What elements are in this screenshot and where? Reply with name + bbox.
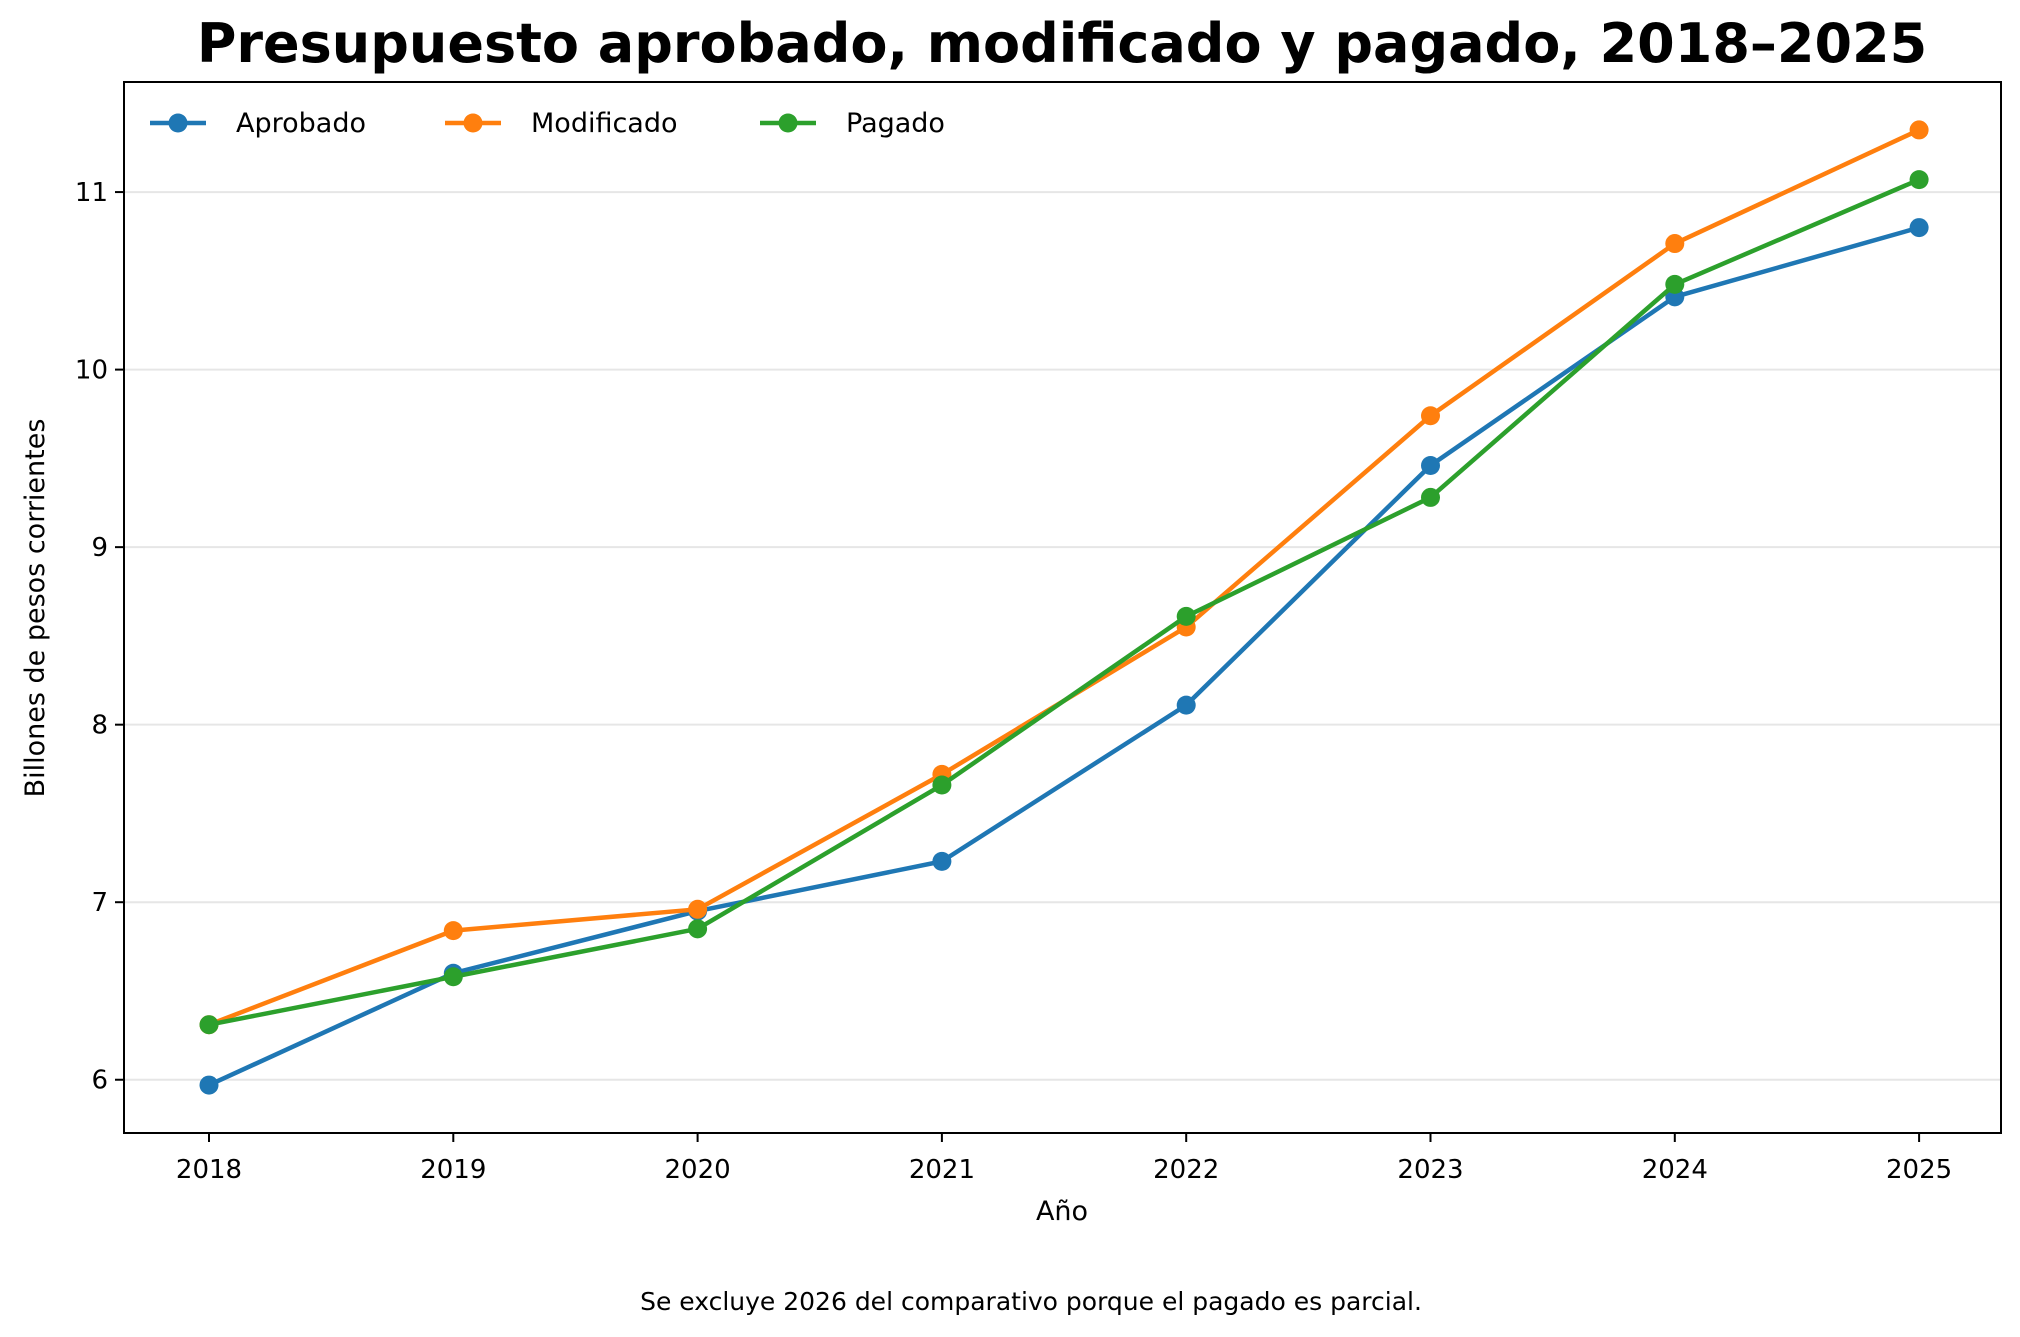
y-tick-label: 9 <box>91 533 108 563</box>
series-line-pagado <box>206 177 1922 1027</box>
footnote: Se excluye 2026 del comparativo porque e… <box>640 1287 1422 1316</box>
data-point-pagado-2018 <box>199 1015 219 1035</box>
x-tick-label: 2024 <box>1642 1155 1708 1185</box>
data-point-modificado-2024 <box>1665 234 1685 254</box>
y-tick-label: 8 <box>91 711 108 741</box>
data-point-pagado-2021 <box>932 775 952 795</box>
plot-frame <box>123 81 2002 1134</box>
series-line-modificado <box>206 127 1922 1027</box>
tick-layer: 6 7 8 9 10 11 2018 2019 2020 2021 2022 2023 2024 2025 <box>75 178 1952 1185</box>
data-point-aprobado-2021 <box>932 851 952 871</box>
data-point-aprobado-2023 <box>1421 455 1440 475</box>
y-axis-label: Billones de pesos corrientes <box>20 419 51 798</box>
data-point-pagado-2025 <box>1909 170 1929 190</box>
data-point-aprobado-2025 <box>1909 218 1929 238</box>
x-tick-label: 2022 <box>1153 1155 1219 1185</box>
y-tick-label: 11 <box>75 178 108 208</box>
x-tick-label: 2021 <box>909 1155 975 1185</box>
data-point-pagado-2024 <box>1665 274 1685 294</box>
legend-marker-pagado <box>778 113 798 133</box>
x-tick-label: 2019 <box>420 1155 486 1185</box>
x-tick-label: 2018 <box>176 1155 242 1185</box>
y-tick-label: 10 <box>75 356 108 386</box>
x-tick-label: 2025 <box>1886 1155 1952 1185</box>
legend-marker-modificado <box>463 113 483 133</box>
y-tick-label: 7 <box>91 888 108 918</box>
grid-layer <box>124 191 2001 1081</box>
data-point-modificado-2020 <box>688 899 708 919</box>
legend-label-aprobado: Aprobado <box>236 108 366 139</box>
x-tick-label: 2023 <box>1397 1155 1463 1185</box>
data-point-pagado-2023 <box>1421 487 1440 507</box>
legend: Aprobado Modificado Pagado <box>150 108 945 139</box>
data-point-modificado-2019 <box>443 921 463 941</box>
x-axis-label: Año <box>1036 1196 1088 1227</box>
data-point-pagado-2022 <box>1176 606 1196 626</box>
series-layer <box>199 120 1929 1095</box>
legend-label-modificado: Modificado <box>531 108 678 139</box>
legend-marker-aprobado <box>168 113 188 133</box>
y-tick-label: 6 <box>91 1066 108 1096</box>
data-point-modificado-2025 <box>1909 120 1929 140</box>
series-line-aprobado <box>206 225 1922 1088</box>
data-point-aprobado-2022 <box>1176 695 1196 715</box>
legend-label-pagado: Pagado <box>846 108 945 139</box>
data-point-pagado-2019 <box>443 967 463 987</box>
data-point-modificado-2023 <box>1421 406 1440 426</box>
data-point-aprobado-2018 <box>199 1075 219 1095</box>
data-point-pagado-2020 <box>688 919 708 939</box>
chart-title: Presupuesto aprobado, modificado y pagad… <box>197 12 1927 75</box>
x-tick-label: 2020 <box>665 1155 731 1185</box>
